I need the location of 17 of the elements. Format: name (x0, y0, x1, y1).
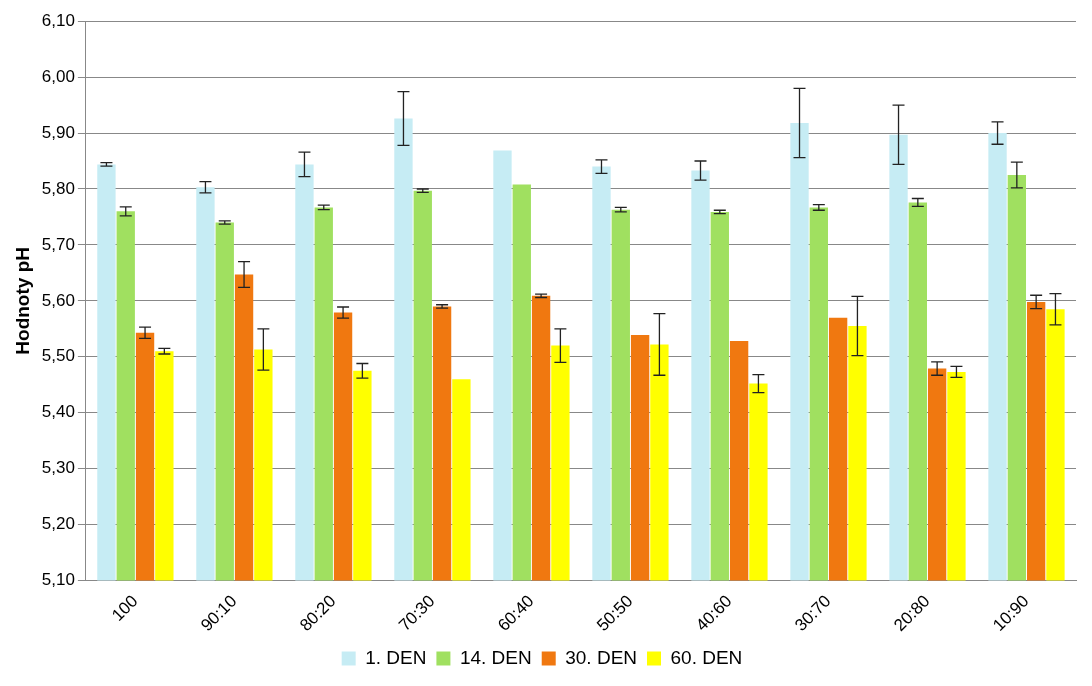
y-tick-label: 5,70 (41, 234, 75, 254)
y-tick-label: 5,50 (41, 346, 75, 366)
y-tick-label: 6,00 (41, 66, 75, 86)
x-tick-label: 100 (108, 591, 142, 625)
legend-label: 14. DEN (459, 646, 532, 668)
y-tick-label: 5,30 (41, 458, 75, 478)
y-tick-label: 5,90 (41, 122, 75, 142)
y-tick-label: 6,10 (41, 10, 75, 30)
y-tick-label: 5,10 (41, 570, 75, 590)
y-tick-label: 5,60 (41, 290, 75, 310)
y-axis-title: Hodnoty pH (11, 247, 33, 355)
y-tick-label: 5,20 (41, 514, 75, 534)
legend-label: 30. DEN (565, 646, 638, 668)
y-tick-label: 5,80 (41, 178, 75, 198)
legend-label: 1. DEN (365, 646, 427, 668)
y-tick-label: 5,40 (41, 402, 75, 422)
legend-label: 60. DEN (670, 646, 743, 668)
